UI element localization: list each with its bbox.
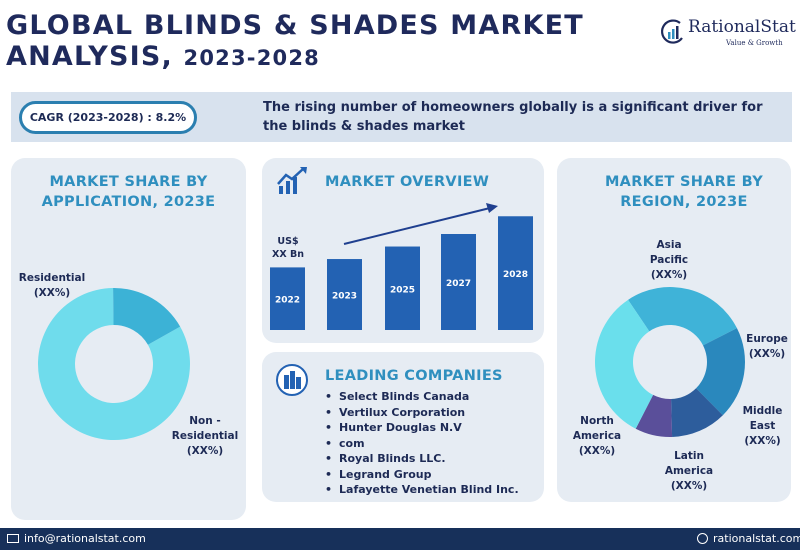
residential-label: Residential (XX%) [16, 271, 88, 301]
asia-pacific-value: (XX%) [650, 269, 688, 281]
logo-name: RationalStat [688, 17, 796, 37]
latin-america-label: Latin America (XX%) [658, 449, 720, 494]
title-line-1: GLOBAL BLINDS & SHADES MARKET [6, 10, 584, 41]
region-title-line-1: MARKET SHARE BY [604, 174, 764, 190]
residential-name: Residential [18, 272, 86, 284]
north-america-value: (XX%) [578, 445, 616, 457]
logo-mark-icon [660, 19, 683, 44]
title-years: 2023-2028 [183, 46, 320, 70]
cagr-badge: CAGR (2023-2028) : 8.2% [19, 101, 197, 134]
application-title-line-1: MARKET SHARE BY [49, 174, 208, 190]
title-line-2: ANALYSIS, 2023-2028 [6, 41, 584, 74]
asia-pacific-name-1: Asia [656, 239, 682, 251]
overview-unit-label: US$ XX Bn [268, 235, 308, 261]
company-item: Select Blinds Canada [325, 389, 519, 405]
north-america-label: North America (XX%) [566, 414, 628, 459]
application-title-line-2: APPLICATION, 2023E [41, 194, 216, 210]
asia-pacific-name-2: Pacific [649, 254, 689, 266]
asia-pacific-label: Asia Pacific (XX%) [633, 238, 705, 283]
title-prefix: ANALYSIS, [6, 41, 173, 72]
application-panel [11, 158, 246, 520]
europe-value: (XX%) [748, 348, 786, 360]
region-title-line-2: REGION, 2023E [620, 194, 748, 210]
companies-title: LEADING COMPANIES [325, 368, 503, 384]
latin-america-name-2: America [664, 465, 714, 477]
europe-label: Europe (XX%) [738, 332, 796, 362]
rationalstat-logo: RationalStat Value & Growth [660, 16, 796, 50]
application-title: MARKET SHARE BY APPLICATION, 2023E [11, 172, 246, 212]
north-america-name-1: North [580, 415, 614, 427]
middle-east-name-2: East [749, 420, 776, 432]
non-residential-label: Non - Residential (XX%) [168, 414, 242, 459]
buildings-icon [276, 364, 308, 396]
north-america-name-2: America [572, 430, 622, 442]
europe-name: Europe [746, 333, 788, 345]
region-title: MARKET SHARE BY REGION, 2023E [557, 172, 800, 212]
non-residential-name-2: Residential [171, 430, 239, 442]
latin-america-value: (XX%) [670, 480, 708, 492]
footer-email-link[interactable]: info@rationalstat.com [24, 532, 146, 545]
company-item: Legrand Group [325, 467, 519, 483]
company-item: Royal Blinds LLC. [325, 451, 519, 467]
company-item: com [325, 436, 519, 452]
company-item: Lafayette Venetian Blind Inc. [325, 482, 519, 498]
growth-chart-icon [277, 167, 307, 194]
company-item: Vertilux Corporation [325, 405, 519, 421]
company-item: Hunter Douglas N.V [325, 420, 519, 436]
unit-line-2: XX Bn [272, 249, 304, 260]
companies-list: Select Blinds Canada Vertilux Corporatio… [325, 389, 519, 498]
residential-value: (XX%) [33, 287, 71, 299]
globe-icon [697, 533, 708, 544]
footer-bar: info@rationalstat.com rationalstat.com [0, 528, 800, 550]
non-residential-value: (XX%) [186, 445, 224, 457]
overview-title: MARKET OVERVIEW [325, 174, 490, 190]
page-title: GLOBAL BLINDS & SHADES MARKET ANALYSIS, … [6, 10, 584, 74]
middle-east-label: Middle East (XX%) [735, 404, 790, 449]
latin-america-name-1: Latin [674, 450, 704, 462]
mail-icon [7, 534, 19, 543]
footer-website-link[interactable]: rationalstat.com [713, 532, 800, 545]
unit-line-1: US$ [277, 236, 299, 247]
logo-tagline: Value & Growth [726, 39, 783, 47]
middle-east-name-1: Middle [742, 405, 783, 417]
non-residential-name-1: Non - [189, 415, 221, 427]
growth-driver-text: The rising number of homeowners globally… [263, 100, 763, 134]
middle-east-value: (XX%) [744, 435, 781, 447]
